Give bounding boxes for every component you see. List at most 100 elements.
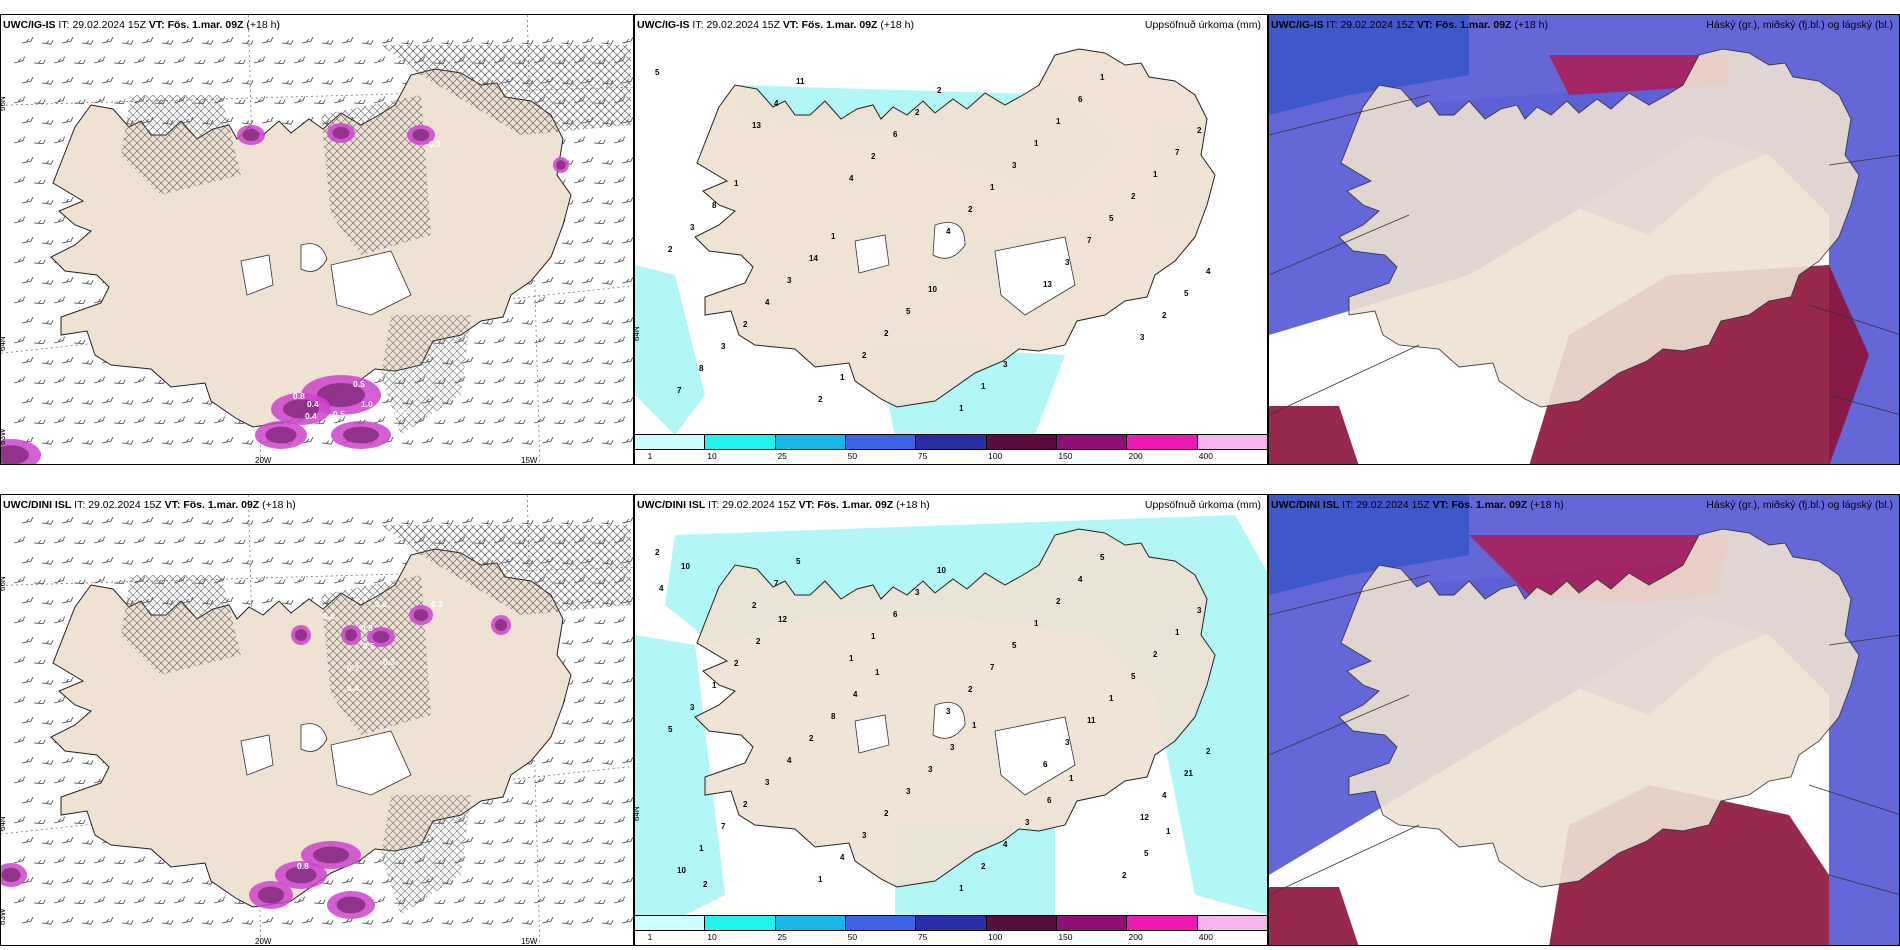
precip-value-label: 2: [809, 734, 814, 743]
axis-label-lon1: 20W: [255, 456, 272, 465]
cloud-map: [1269, 495, 1899, 945]
precip-value-label: 2: [743, 320, 748, 329]
precip-value-label: 4: [1078, 575, 1083, 584]
precip-value-label: 2: [884, 329, 889, 338]
precip-value-label: 13: [752, 121, 761, 130]
icing-value-label: 0.5: [395, 407, 407, 417]
precip-value-label: 4: [946, 227, 951, 236]
precip-value-label: 3: [1025, 818, 1030, 827]
panel-header: UWC/DINI ISL IT: 29.02.2024 15Z VT: Fös.…: [1271, 499, 1564, 511]
precip-value-label: 3: [690, 223, 695, 232]
axis-label-lat: 64N: [635, 326, 641, 341]
icing-blob-core: [1, 867, 21, 883]
icing-value-label: 0.3: [383, 657, 395, 667]
icing-blob-core: [495, 619, 507, 631]
precip-value-label: 2: [915, 108, 920, 117]
precip-value-label: 3: [1140, 333, 1145, 342]
precip-value-label: 2: [668, 245, 673, 254]
precip-value-label: 3: [1012, 161, 1017, 170]
icing-blob-core: [283, 399, 319, 419]
icing-blob-core: [285, 866, 317, 884]
precip-value-label: 2: [818, 395, 823, 404]
precip-value-label: 2: [703, 880, 708, 889]
precip-value-label: 5: [1109, 214, 1114, 223]
precip-value-label: 4: [1003, 840, 1008, 849]
precip-value-label: 2: [1206, 747, 1211, 756]
colorbar-swatch: [775, 916, 846, 930]
precip-value-label: 5: [655, 68, 660, 77]
precip-value-label: 10: [937, 566, 946, 575]
icing-blob-core: [412, 129, 430, 141]
colorbar-tick-label: 75: [917, 451, 928, 461]
colorbar-swatch: [1127, 435, 1198, 449]
icing-value-label: 0.5: [363, 641, 375, 651]
precip-value-label: 11: [796, 77, 805, 86]
icing-blob-core: [257, 886, 285, 904]
colorbar-tick-label: 200: [1128, 451, 1143, 461]
precip-value-label: 1: [1153, 170, 1158, 179]
colorbar-swatch: [986, 916, 1057, 930]
colorbar-ticks: 1 10 25 50 75 100 150 200 400: [635, 450, 1267, 462]
precip-value-label: 2: [1153, 650, 1158, 659]
precip-value-label: 13: [1043, 280, 1052, 289]
precip-value-label: 1: [981, 382, 986, 391]
precip-value-label: 8: [699, 364, 704, 373]
axis-label-lon2: 15W: [521, 937, 538, 946]
precip-value-label: 4: [1162, 791, 1167, 800]
icing-value-label: 0.4: [347, 683, 359, 693]
precip-value-label: 1: [1034, 139, 1039, 148]
colorbar-swatch: [1056, 916, 1128, 930]
axis-label-lat3: 63W: [1, 908, 7, 925]
precip-value-label: 1: [818, 875, 823, 884]
colorbar-swatch: [1056, 435, 1128, 449]
icing-blob-core: [1, 445, 29, 464]
panel-bottom-wind: UWC/DINI ISL IT: 29.02.2024 15Z VT: Fös.…: [0, 494, 634, 946]
icing-value-label: 0.5: [353, 379, 365, 389]
icing-blob-core: [317, 383, 365, 407]
colorbar-swatch: [845, 916, 917, 930]
panel-header: UWC/DINI ISL IT: 29.02.2024 15Z VT: Fös.…: [637, 499, 930, 511]
precip-value-label: 1: [849, 654, 854, 663]
colorbar-tick-label: 25: [777, 451, 787, 461]
precip-value-label: 1: [712, 681, 717, 690]
precip-value-label: 3: [946, 707, 951, 716]
precip-colorbar: 1 10 25 50 75 100 150 200 400: [635, 915, 1267, 945]
icing-value-label: 0.5: [333, 409, 345, 419]
icing-value-label: 0.6: [323, 611, 335, 621]
panel-title: Uppsöfnuð úrkoma (mm): [1144, 499, 1261, 511]
precip-value-label: 7: [1087, 236, 1092, 245]
precip-value-label: 2: [1162, 311, 1167, 320]
precip-value-label: 5: [1131, 672, 1136, 681]
precip-value-label: 2: [968, 685, 973, 694]
precip-value-label: 5: [1012, 641, 1017, 650]
precip-value-label: 11: [1087, 716, 1096, 725]
wind-map: 0.3 0.6 0.6 0.3 0.5 0.3 0.3 0.4 0.8 1.4 66N 64N 63W 2…: [1, 495, 633, 946]
precip-value-label: 2: [734, 659, 739, 668]
precip-value-label: 7: [990, 663, 995, 672]
icing-blob-core: [556, 160, 566, 170]
precip-value-label: 1: [875, 668, 880, 677]
colorbar-tick-label: 150: [1058, 932, 1073, 942]
region-boundaries: [1269, 574, 1899, 896]
precip-value-label: 2: [1056, 597, 1061, 606]
precip-value-label: 5: [1144, 849, 1149, 858]
axis-label-lat: 64N: [635, 806, 641, 821]
icing-value-label: 1.0: [361, 399, 373, 409]
panel-header: UWC/IG-IS IT: 29.02.2024 15Z VT: Fös. 1.…: [3, 19, 280, 31]
colorbar-tick-label: 150: [1058, 451, 1073, 461]
axis-label-lon1: 20W: [255, 937, 272, 946]
icing-value-label: 0.8: [297, 861, 309, 871]
precip-map: 5134413374223281161753223542121224211133…: [635, 15, 1267, 464]
precip-value-label: 7: [774, 579, 779, 588]
icing-value-label: 0.6: [375, 599, 387, 609]
panel-top-clouds: UWC/IG-IS IT: 29.02.2024 15Z VT: Fös. 1.…: [1268, 14, 1900, 465]
panel-title: Háský (gr.), miðský (fj.bl.) og lágský (…: [1706, 19, 1893, 31]
precip-value-label: 12: [778, 615, 787, 624]
colorbar-tick-label: 1: [647, 451, 653, 461]
precip-value-label: 10: [681, 562, 690, 571]
precip-value-label: 8: [831, 712, 836, 721]
precip-value-label: 5: [906, 307, 911, 316]
icing-value-label: 1.4: [287, 927, 299, 937]
icing-value-label: 0.3: [347, 663, 359, 673]
precip-value-label: 6: [893, 130, 898, 139]
